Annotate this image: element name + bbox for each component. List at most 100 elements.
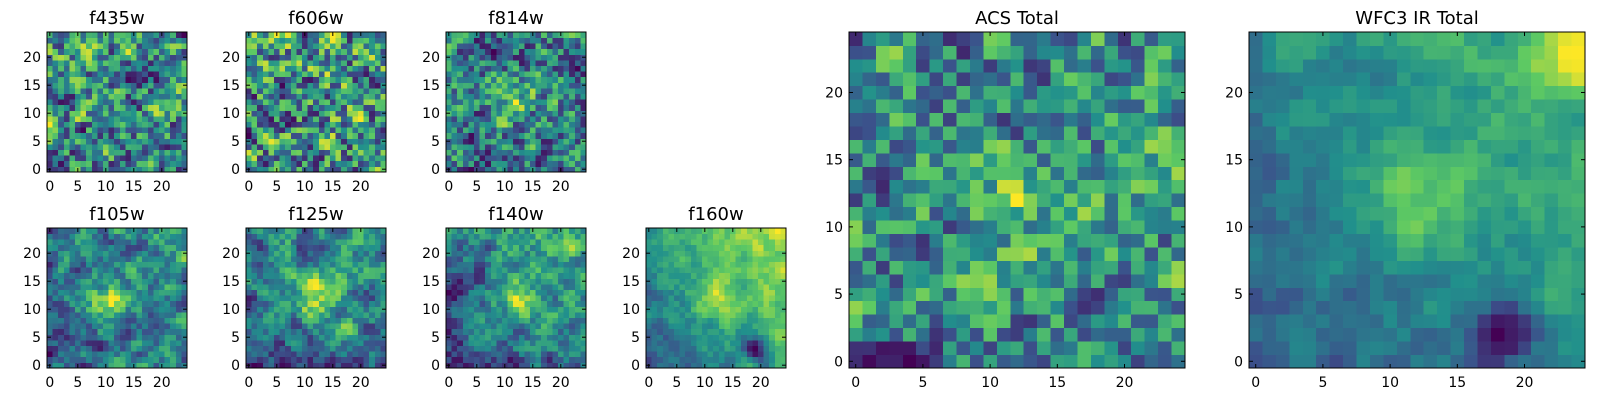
heatmap-cell	[313, 138, 320, 145]
heatmap-cell	[916, 314, 931, 329]
heatmap-cell	[518, 110, 525, 117]
heatmap-cell	[114, 149, 121, 156]
heatmap-cell	[451, 93, 458, 100]
heatmap-cell	[462, 334, 469, 341]
heatmap-cell	[262, 239, 269, 246]
heatmap-cell	[524, 362, 531, 369]
heatmap-cell	[657, 272, 664, 279]
heatmap-cell	[296, 166, 303, 173]
heatmap-cell	[668, 289, 675, 296]
heatmap-cell	[369, 32, 376, 38]
heatmap-cell	[108, 60, 115, 66]
heatmap-cell	[735, 244, 742, 251]
heatmap-cell	[1158, 300, 1172, 315]
heatmap-cell	[1037, 260, 1051, 275]
heatmap-cell	[358, 356, 364, 363]
heatmap-cell	[86, 132, 93, 139]
heatmap-cell	[114, 160, 121, 167]
heatmap-cell	[769, 317, 776, 324]
heatmap-cell	[696, 272, 703, 279]
heatmap-cell	[468, 362, 475, 369]
heatmap-cell	[558, 54, 564, 61]
heatmap-cell	[257, 121, 264, 128]
heatmap-cell	[569, 362, 576, 369]
heatmap-cell	[296, 65, 303, 72]
heatmap-cell	[103, 250, 109, 257]
heatmap-cell	[307, 356, 314, 363]
heatmap-cell	[181, 88, 188, 94]
heatmap-cell	[929, 220, 944, 234]
heatmap-cell	[513, 345, 520, 352]
heatmap-cell	[302, 289, 308, 296]
heatmap-cell	[468, 256, 475, 262]
heatmap-cell	[125, 233, 132, 240]
heatmap-cell	[1131, 314, 1146, 329]
heatmap-cell	[279, 43, 286, 50]
heatmap-cell	[352, 228, 359, 234]
heatmap-cell	[451, 345, 458, 352]
heatmap-cell	[103, 132, 109, 139]
heatmap-cell	[335, 93, 342, 100]
heatmap-cell	[496, 278, 503, 285]
x-tick-label: 20	[153, 375, 171, 391]
heatmap-cell	[943, 273, 957, 288]
heatmap-cell	[646, 239, 652, 246]
heatmap-cell	[457, 43, 464, 50]
heatmap-cell	[307, 88, 314, 94]
heatmap-cell	[774, 345, 781, 352]
heatmap-cell	[63, 328, 70, 335]
heatmap-cell	[170, 60, 177, 66]
heatmap-cell	[47, 239, 53, 246]
heatmap-cell	[651, 328, 658, 335]
heatmap-cell	[285, 82, 292, 89]
heatmap-cell	[119, 132, 126, 139]
heatmap-cell	[63, 60, 70, 66]
heatmap-cell	[474, 284, 480, 290]
heatmap-cell	[268, 104, 275, 111]
heatmap-cell	[746, 351, 753, 358]
heatmap-cell	[153, 300, 160, 307]
heatmap-cell	[341, 127, 348, 134]
heatmap-cell	[136, 144, 143, 150]
heatmap-cell	[290, 323, 297, 330]
heatmap-cell	[318, 144, 325, 150]
heatmap-cell	[119, 250, 126, 257]
heatmap-cell	[330, 127, 336, 134]
heatmap-cell	[274, 356, 280, 363]
heatmap-cell	[662, 323, 669, 330]
x-tick-label: 10	[97, 179, 115, 195]
heatmap-cell	[485, 99, 492, 106]
heatmap-cell	[996, 193, 1011, 208]
heatmap-cell	[251, 244, 258, 251]
heatmap-cell	[983, 327, 998, 342]
heatmap-cell	[175, 76, 182, 83]
heatmap-cell	[302, 340, 308, 346]
heatmap-cell	[63, 233, 70, 240]
heatmap-cell	[769, 328, 776, 335]
heatmap-cell	[707, 278, 714, 285]
heatmap-cell	[513, 160, 520, 167]
heatmap-cell	[285, 43, 292, 50]
heatmap-cell	[52, 127, 59, 134]
heatmap-cell	[1023, 287, 1038, 302]
heatmap-cell	[268, 334, 275, 341]
heatmap-cell	[718, 317, 725, 324]
heatmap-cell	[485, 340, 492, 346]
heatmap-cell	[142, 32, 149, 38]
heatmap-cell	[279, 82, 286, 89]
heatmap-cell	[153, 43, 160, 50]
heatmap-cell	[307, 54, 314, 61]
heatmap-cell	[546, 317, 553, 324]
heatmap-cell	[530, 93, 536, 100]
x-tick-label: 5	[272, 179, 281, 195]
heatmap-cell	[153, 323, 160, 330]
heatmap-cell	[358, 116, 364, 122]
heatmap-cell	[552, 295, 559, 302]
y-tick-label: 10	[422, 302, 440, 318]
heatmap-cell	[569, 334, 576, 341]
heatmap-cell	[318, 32, 325, 38]
heatmap-cell	[580, 60, 587, 66]
heatmap-cell	[513, 93, 520, 100]
heatmap-cell	[324, 144, 331, 150]
heatmap-cell	[181, 160, 188, 167]
